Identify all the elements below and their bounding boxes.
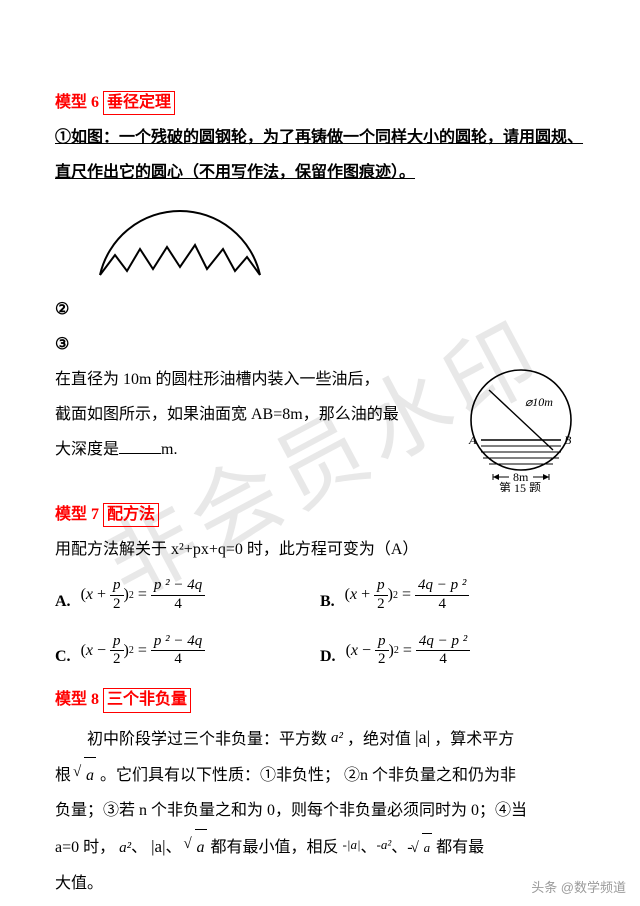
model6-mark2: ② (55, 292, 585, 327)
model6-p3b: m. (161, 441, 177, 458)
opt-d-sign: − (362, 642, 371, 660)
opt-d-rd: 4 (416, 650, 470, 668)
opt-a-x: x (86, 586, 93, 604)
model8-prefix: 模型 8 (55, 691, 99, 708)
diameter-label: ⌀10m (525, 395, 553, 409)
broken-wheel-figure (55, 191, 585, 292)
opt-c-rd: 4 (151, 650, 205, 668)
model8-l2: 根 a 。它们具有以下性质：①非负性； ②n 个非负量之和仍为非 (55, 757, 585, 793)
m8-l1b: ，绝对值 (347, 731, 411, 748)
opt-b-pd: 2 (374, 595, 388, 613)
model8-title: 三个非负量 (103, 688, 191, 712)
l4-a2: a² (119, 840, 131, 856)
opt-b-rd: 4 (415, 595, 469, 613)
a-squared: a² (331, 730, 343, 746)
option-b[interactable]: B. (x + p2)2 = 4q − p ²4 (320, 571, 585, 627)
m8-l2a: 根 (55, 767, 71, 784)
option-d-label: D. (320, 648, 336, 668)
opt-c-pn: p (110, 633, 124, 650)
option-b-label: B. (320, 593, 335, 613)
model6-heading: 模型 6 垂径定理 (55, 85, 585, 120)
figure-caption: 第 15 题 (499, 481, 541, 492)
opt-d-pn: p (375, 633, 389, 650)
m8-l4b: 都有最小值，相反 (211, 839, 339, 856)
sqrt-a: a (75, 757, 96, 793)
opt-a-rn: p ² − 4q (151, 577, 205, 594)
opt-a-sign: + (97, 586, 106, 604)
model6-title: 垂径定理 (103, 91, 175, 115)
model6-p3: 大深度是 m. (55, 432, 451, 467)
model7-title: 配方法 (103, 503, 159, 527)
opt-c-sign: − (97, 642, 106, 660)
option-c[interactable]: C. (x − p2)2 = p ² − 4q4 (55, 627, 320, 683)
model6-mark3: ③ (55, 327, 585, 362)
model6-q1: ①如图：一个残破的圆钢轮，为了再铸做一个同样大小的圆轮，请用圆规、直尺作出它的圆… (55, 120, 585, 190)
opt-c-rn: p ² − 4q (151, 633, 205, 650)
model6-p3a: 大深度是 (55, 441, 119, 458)
opt-d-pd: 2 (375, 650, 389, 668)
opt-b-x: x (350, 586, 357, 604)
oil-circle-figure: ⌀10m A B 8m 第 15 题 (457, 362, 585, 497)
model8-heading: 模型 8 三个非负量 (55, 682, 585, 717)
m8-l1a: 初中阶段学过三个非负量：平方数 (87, 731, 327, 748)
m8-l1c: ，算术平方 (434, 731, 514, 748)
opt-d-x: x (351, 642, 358, 660)
opt-b-pn: p (374, 577, 388, 594)
opt-c-pd: 2 (110, 650, 124, 668)
footer-credit: 头条 @数学频道 (531, 877, 626, 896)
option-d[interactable]: D. (x − p2)2 = 4q − p ²4 (320, 627, 585, 683)
point-a: A (468, 433, 477, 447)
opt-a-rd: 4 (151, 595, 205, 613)
model6-p2: 截面如图所示，如果油面宽 AB=8m，那么油的最 (55, 397, 451, 432)
opt-a-pn: p (110, 577, 124, 594)
model8-l5: 大值。 (55, 866, 585, 901)
neg-abs: -|a| (343, 837, 361, 852)
l4-sqrt-rad: a (195, 829, 207, 865)
neg-sqrt: a (413, 833, 433, 863)
option-a[interactable]: A. (x + p2)2 = p ² − 4q4 (55, 571, 320, 627)
option-a-label: A. (55, 593, 71, 613)
model7-options: A. (x + p2)2 = p ² − 4q4 B. (x + p2)2 = … (55, 571, 585, 682)
model6-oil-block: 在直径为 10m 的圆柱形油槽内装入一些油后， 截面如图所示，如果油面宽 AB=… (55, 362, 585, 497)
opt-c-x: x (86, 642, 93, 660)
option-c-label: C. (55, 648, 71, 668)
model8-l1: 初中阶段学过三个非负量：平方数 a² ，绝对值 |a| ，算术平方 (55, 718, 585, 758)
neg-sqrt-rad: a (422, 833, 433, 863)
m8-l4c: 都有最 (436, 839, 484, 856)
point-b: B (564, 433, 572, 447)
abs-a: |a| (415, 727, 430, 747)
model7-heading: 模型 7 配方法 (55, 497, 585, 532)
model6-prefix: 模型 6 (55, 94, 99, 111)
model7-prefix: 模型 7 (55, 506, 99, 523)
neg-a2: -a² (377, 837, 392, 852)
document-page: 模型 6 垂径定理 ①如图：一个残破的圆钢轮，为了再铸做一个同样大小的圆轮，请用… (0, 0, 640, 901)
sqrt-a-rad: a (84, 757, 96, 793)
model6-p1: 在直径为 10m 的圆柱形油槽内装入一些油后， (55, 362, 451, 397)
opt-a-pd: 2 (110, 595, 124, 613)
m8-l2b: 。它们具有以下性质：①非负性； ②n 个非负量之和仍为非 (100, 767, 516, 784)
answer-blank[interactable] (119, 437, 161, 455)
opt-b-sign: + (361, 586, 370, 604)
opt-d-rn: 4q − p ² (416, 633, 470, 650)
l4-abs: |a| (151, 837, 165, 856)
l4-sqrt: a (186, 829, 207, 865)
model8-l3: 负量；③若 n 个非负量之和为 0，则每个非负量必须同时为 0；④当 (55, 793, 585, 828)
m8-l4a: a=0 时， (55, 839, 115, 856)
opt-b-rn: 4q − p ² (415, 577, 469, 594)
model8-l4: a=0 时， a²、 |a|、 a 都有最小值，相反 -|a|、-a²、-a 都… (55, 828, 585, 865)
model7-stem: 用配方法解关于 x²+px+q=0 时，此方程可变为（A） (55, 532, 585, 567)
